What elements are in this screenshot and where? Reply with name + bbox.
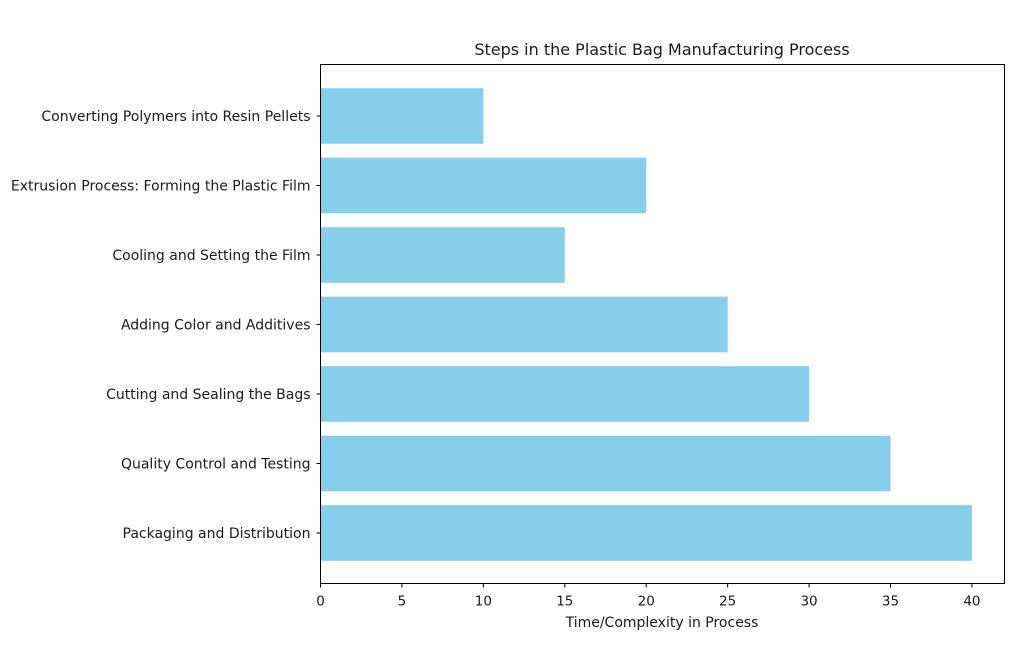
x-tick-label: 5 bbox=[398, 594, 407, 610]
y-tick-label: Cutting and Sealing the Bags bbox=[106, 387, 310, 403]
y-tick-label: Converting Polymers into Resin Pellets bbox=[41, 109, 310, 125]
x-tick-label: 0 bbox=[316, 594, 325, 610]
plot-frame bbox=[320, 64, 1005, 584]
bars-group bbox=[320, 88, 972, 561]
bar bbox=[320, 157, 647, 214]
y-tick-label: Quality Control and Testing bbox=[121, 457, 311, 473]
bar bbox=[320, 505, 972, 561]
y-tick-label: Packaging and Distribution bbox=[123, 526, 311, 542]
x-tick-label: 30 bbox=[800, 594, 817, 610]
bar bbox=[320, 88, 484, 144]
x-tick-label: 25 bbox=[719, 594, 736, 610]
y-tick-label: Extrusion Process: Forming the Plastic F… bbox=[11, 179, 311, 195]
bar bbox=[320, 296, 728, 353]
y-axis-ticks: Converting Polymers into Resin Pellets Ex… bbox=[11, 109, 321, 542]
y-tick-label: Cooling and Setting the Film bbox=[112, 248, 310, 264]
x-axis-ticks: 0 5 10 15 20 25 30 35 40 bbox=[316, 583, 981, 610]
x-tick-label: 35 bbox=[882, 594, 899, 610]
x-axis-label: Time/Complexity in Process bbox=[565, 615, 759, 631]
x-tick-label: 40 bbox=[963, 594, 980, 610]
chart-title: Steps in the Plastic Bag Manufacturing P… bbox=[474, 40, 849, 59]
bar bbox=[320, 227, 565, 283]
bar bbox=[320, 435, 891, 492]
bar bbox=[320, 366, 810, 422]
x-tick-label: 10 bbox=[475, 594, 492, 610]
y-tick-label: Adding Color and Additives bbox=[121, 318, 311, 334]
x-tick-label: 15 bbox=[556, 594, 573, 610]
x-tick-label: 20 bbox=[638, 594, 655, 610]
